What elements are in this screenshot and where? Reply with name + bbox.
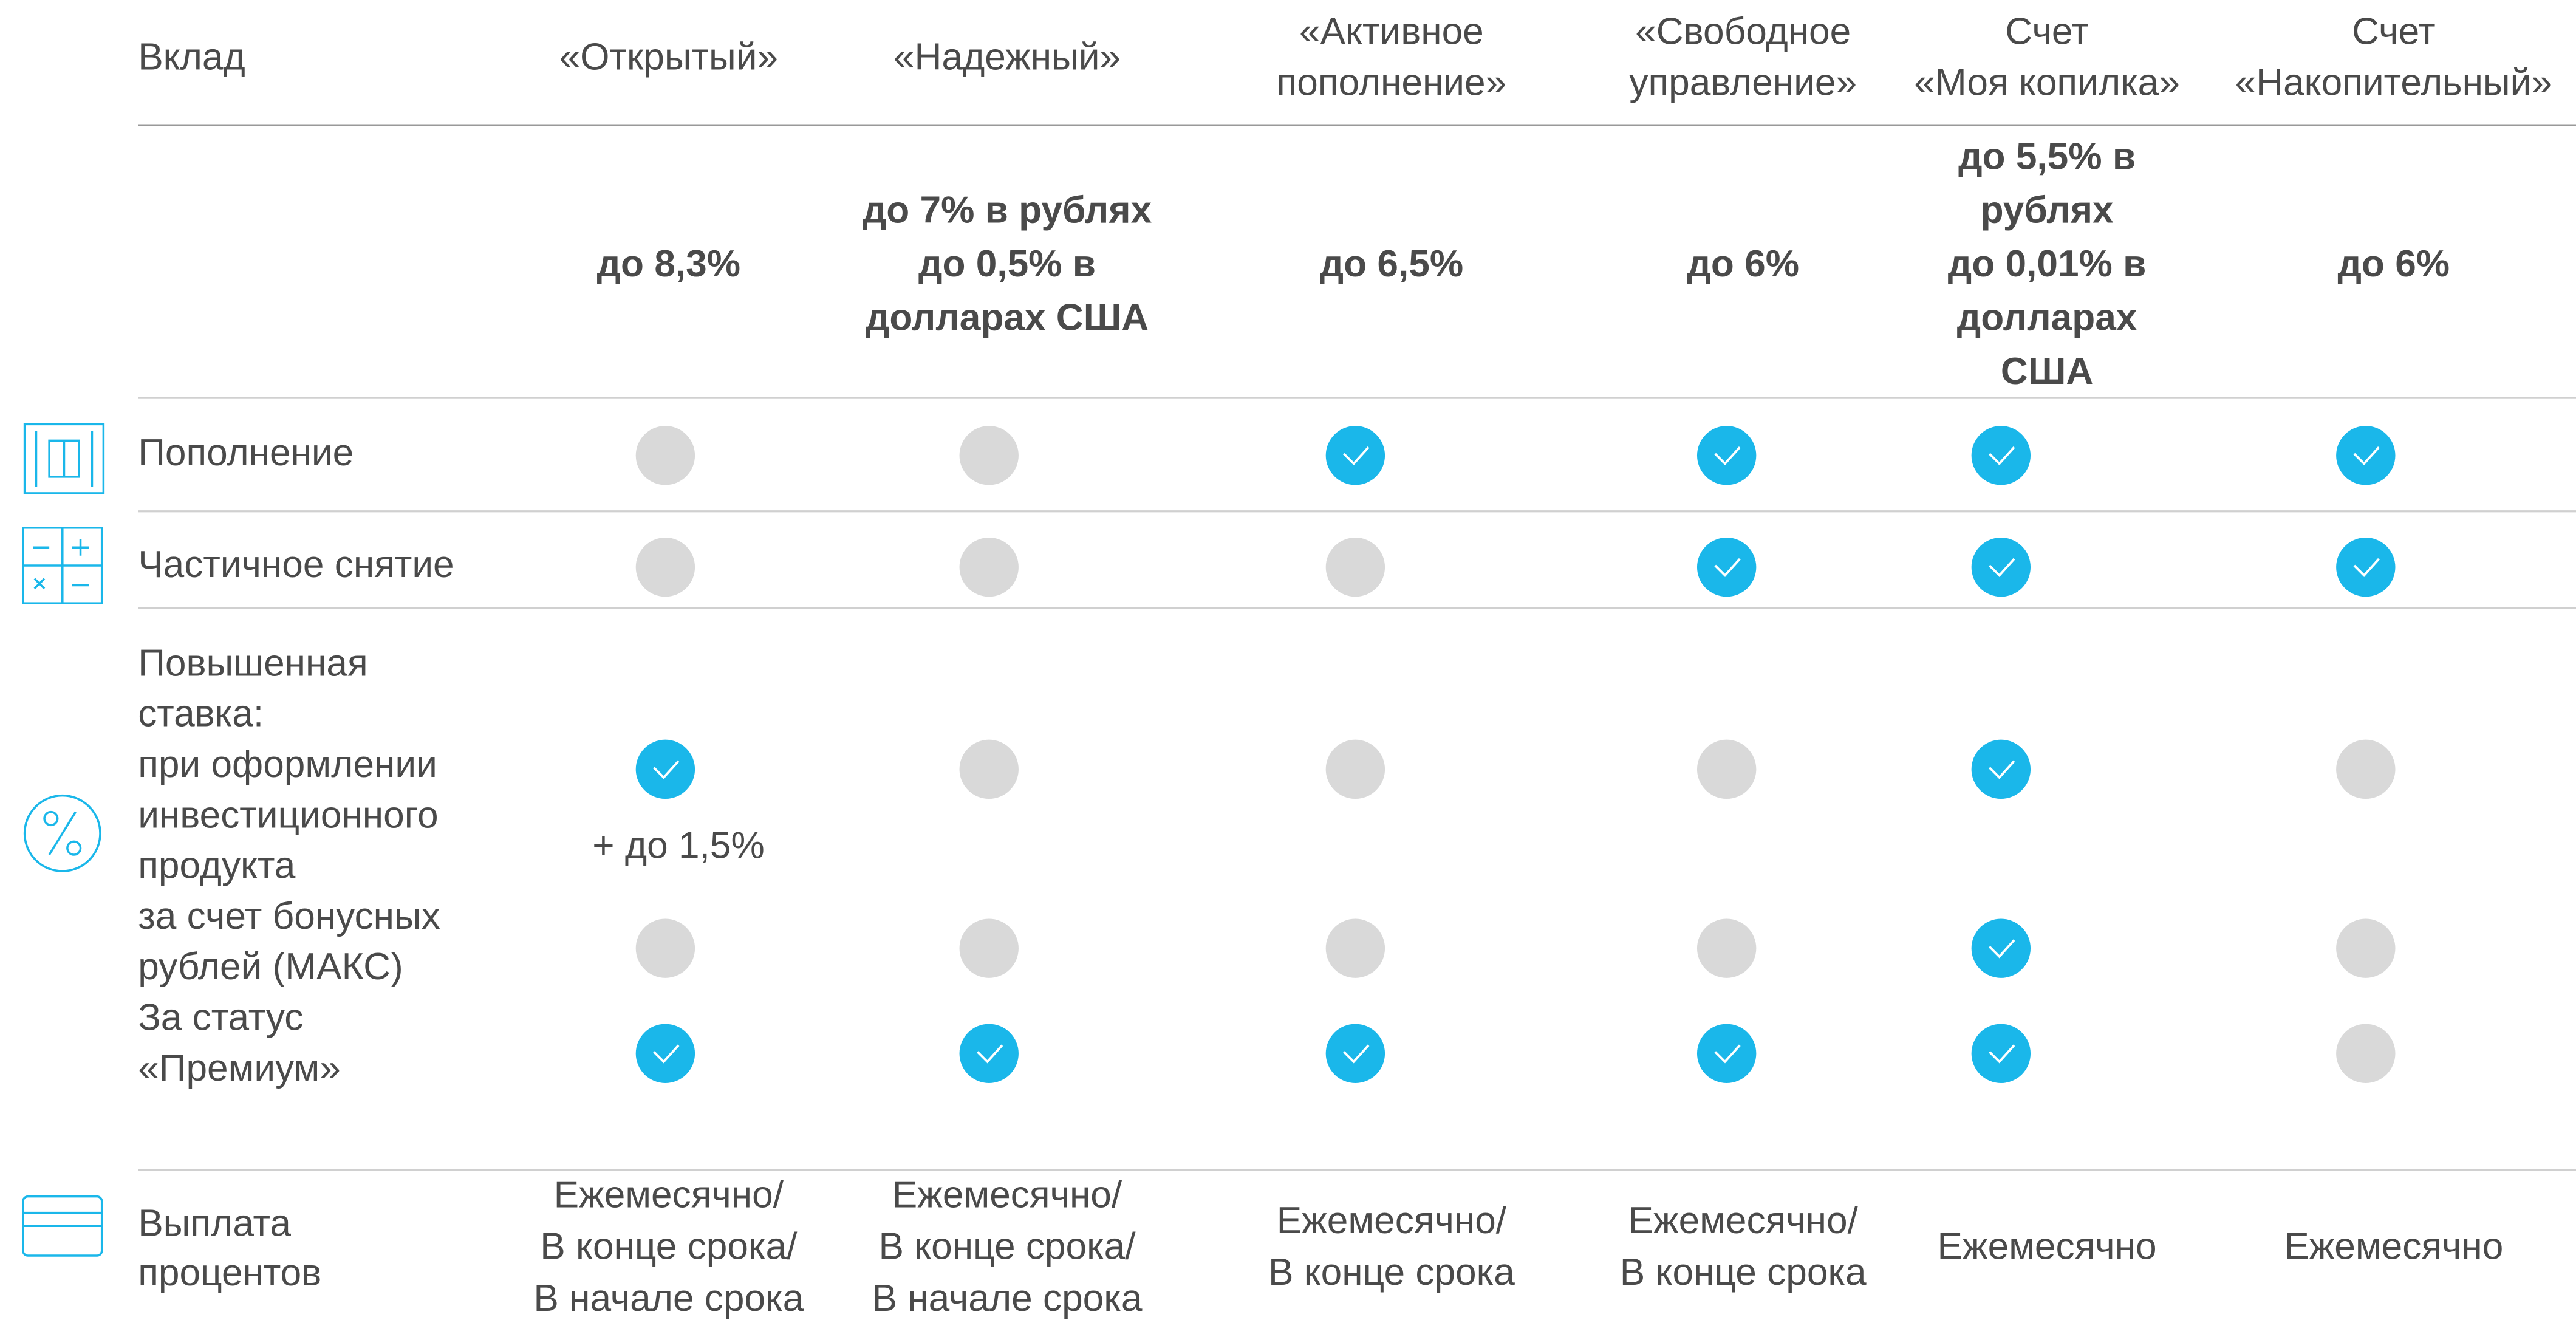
check-mark — [653, 760, 680, 779]
rate: долларах — [1957, 297, 2137, 339]
feature-label: при оформлении — [138, 744, 437, 785]
feature-label: рублей (МАКС) — [138, 946, 403, 988]
rate: до 7% в рублях — [863, 190, 1152, 231]
column-title: «Активное — [1299, 10, 1484, 52]
check-circle — [1971, 918, 2031, 978]
rate: до 5,5% в — [1958, 135, 2136, 177]
rate: до 0,5% в — [918, 243, 1096, 285]
rate: до 0,01% в — [1948, 243, 2147, 285]
feature-label: «Премиум» — [138, 1047, 341, 1089]
check-circle — [2336, 537, 2396, 597]
rate: рублях — [1981, 190, 2114, 231]
check-circle — [1971, 1024, 2031, 1083]
payout-value: В начале срока — [533, 1277, 804, 1319]
payout-value: Ежемесячно/ — [1277, 1200, 1507, 1242]
icon-card — [22, 1195, 103, 1257]
rate: до 6% — [2337, 243, 2450, 285]
check-mark — [1714, 446, 1741, 466]
feature-label: Пополнение — [138, 432, 354, 474]
column-title: пополнение» — [1277, 61, 1507, 103]
check-mark — [653, 1044, 680, 1064]
feature-label: инвестиционного — [138, 794, 438, 836]
check-circle — [959, 918, 1019, 978]
rate: США — [2001, 351, 2093, 392]
rate: до 6,5% — [1320, 243, 1463, 285]
check-mark — [1714, 558, 1741, 577]
column-title: Счет — [2005, 10, 2089, 52]
payout-value: Ежемесячно/ — [1628, 1200, 1859, 1242]
check-circle — [635, 1024, 695, 1083]
rate: долларах США — [866, 297, 1149, 339]
check-mark — [1989, 939, 2015, 959]
column-title: Счет — [2352, 10, 2436, 52]
feature-label: процентов — [138, 1252, 321, 1294]
check-circle — [635, 739, 695, 799]
check-mark — [976, 1044, 1003, 1064]
check-circle — [1696, 1024, 1757, 1083]
check-circle — [959, 426, 1019, 485]
check-circle — [1696, 426, 1757, 485]
note: + до 1,5% — [592, 825, 765, 867]
payout-value: Ежемесячно/ — [892, 1174, 1122, 1216]
column-title: «Открытый» — [559, 36, 778, 78]
feature-label: Выплата — [138, 1203, 291, 1245]
icon-replenish — [23, 423, 105, 494]
feature-label: За статус — [138, 997, 303, 1039]
check-mark — [1989, 1044, 2015, 1064]
feature-label: продукта — [138, 845, 296, 887]
payout-value: В конце срока/ — [540, 1226, 798, 1268]
payout-value: В начале срока — [872, 1277, 1143, 1319]
check-circle — [1696, 739, 1757, 799]
check-circle — [635, 537, 695, 597]
header-label: Вклад — [138, 36, 245, 78]
check-mark — [1714, 1044, 1741, 1064]
check-circle — [2336, 918, 2396, 978]
icon-calculator — [22, 527, 103, 604]
feature-label: Повышенная — [138, 642, 367, 684]
column-title: «Свободное — [1635, 10, 1851, 52]
check-circle — [1325, 537, 1385, 597]
check-circle — [1971, 426, 2031, 485]
check-mark — [1989, 760, 2015, 779]
feature-label: Частичное снятие — [138, 544, 454, 586]
check-circle — [2336, 739, 2396, 799]
icon-percent — [23, 794, 101, 872]
check-mark — [1989, 446, 2015, 466]
check-circle — [1971, 537, 2031, 597]
column-title: управление» — [1629, 61, 1857, 103]
check-mark — [1343, 446, 1370, 466]
column-title: «Моя копилка» — [1914, 61, 2180, 103]
check-circle — [959, 739, 1019, 799]
check-mark — [1989, 558, 2015, 577]
column-title: «Накопительный» — [2235, 61, 2552, 103]
payout-value: Ежемесячно — [2284, 1226, 2503, 1268]
check-mark — [2353, 446, 2380, 466]
payout-value: В конце срока — [1268, 1251, 1515, 1293]
check-circle — [1325, 739, 1385, 799]
payout-value: Ежемесячно — [1938, 1226, 2157, 1268]
check-circle — [1696, 537, 1757, 597]
check-circle — [959, 1024, 1019, 1083]
payout-value: Ежемесячно/ — [554, 1174, 784, 1216]
check-circle — [1325, 1024, 1385, 1083]
check-circle — [959, 537, 1019, 597]
check-circle — [2336, 426, 2396, 485]
check-circle — [1325, 426, 1385, 485]
feature-label: ставка: — [138, 693, 264, 735]
check-circle — [1971, 739, 2031, 799]
check-mark — [1343, 1044, 1370, 1064]
check-circle — [1325, 918, 1385, 978]
check-circle — [2336, 1024, 2396, 1083]
payout-value: В конце срока/ — [878, 1226, 1136, 1268]
check-mark — [2353, 558, 2380, 577]
check-circle — [1696, 918, 1757, 978]
rate: до 8,3% — [597, 243, 740, 285]
rate: до 6% — [1687, 243, 1799, 285]
check-circle — [635, 426, 695, 485]
check-circle — [635, 918, 695, 978]
feature-label: за счет бонусных — [138, 895, 440, 937]
payout-value: В конце срока — [1620, 1251, 1867, 1293]
column-title: «Надежный» — [893, 36, 1121, 78]
